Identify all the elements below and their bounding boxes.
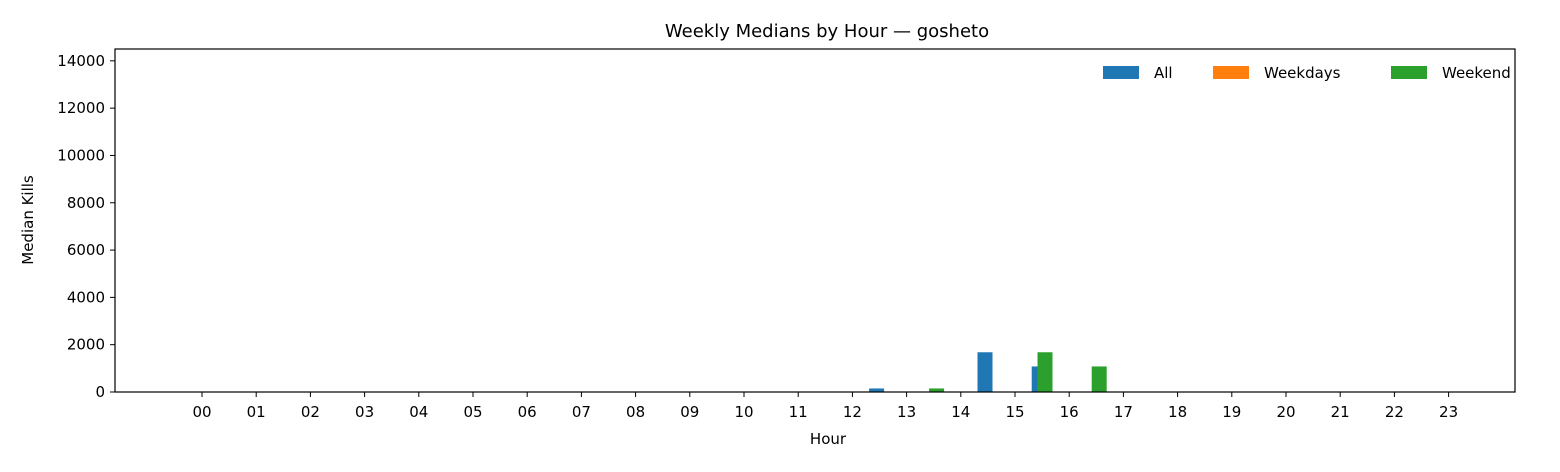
legend-swatch-weekend [1391, 66, 1427, 79]
y-tick-label: 4000 [67, 288, 105, 306]
plot-area [115, 49, 1515, 392]
legend: All Weekdays Weekend [1103, 64, 1511, 82]
legend-label-all: All [1154, 64, 1173, 82]
x-tick-label: 18 [1168, 403, 1187, 421]
x-tick-label: 02 [301, 403, 320, 421]
y-axis-ticks: 0 2000 4000 6000 8000 10000 12000 14000 [57, 52, 115, 401]
x-tick-label: 19 [1222, 403, 1241, 421]
plot-frame [114, 48, 1516, 393]
x-tick-label: 20 [1276, 403, 1295, 421]
x-tick-label: 10 [734, 403, 753, 421]
x-tick-label: 03 [355, 403, 374, 421]
y-axis-label: Median Kills [19, 175, 37, 265]
x-tick-label: 22 [1385, 403, 1404, 421]
x-axis-label: Hour [810, 430, 847, 448]
x-tick-label: 17 [1114, 403, 1133, 421]
x-tick-label: 07 [572, 403, 591, 421]
x-tick-label: 05 [463, 403, 482, 421]
x-tick-label: 06 [518, 403, 537, 421]
y-tick-label: 14000 [57, 52, 105, 70]
x-tick-label: 21 [1331, 403, 1350, 421]
legend-label-weekend: Weekend [1442, 64, 1511, 82]
bar-all-13 [869, 388, 885, 392]
y-tick-label: 8000 [67, 194, 105, 212]
x-tick-label: 00 [192, 403, 211, 421]
bar-weekend-16 [1091, 366, 1107, 392]
y-tick-label: 2000 [67, 336, 105, 354]
x-tick-label: 13 [897, 403, 916, 421]
y-tick-label: 12000 [57, 99, 105, 117]
legend-label-weekdays: Weekdays [1264, 64, 1341, 82]
x-tick-label: 04 [409, 403, 428, 421]
x-tick-label: 08 [626, 403, 645, 421]
x-tick-label: 01 [247, 403, 266, 421]
x-tick-label: 23 [1439, 403, 1458, 421]
y-tick-label: 10000 [57, 146, 105, 164]
x-axis-ticks: 00 01 02 03 04 05 06 07 08 09 10 11 12 13 14 15 16 17 18 19… [192, 392, 1458, 421]
bars-group [869, 352, 1107, 392]
y-tick-label: 0 [95, 383, 105, 401]
y-tick-label: 6000 [67, 241, 105, 259]
x-tick-label: 12 [843, 403, 862, 421]
x-tick-label: 11 [789, 403, 808, 421]
chart-title: Weekly Medians by Hour — gosheto [665, 21, 989, 42]
x-tick-label: 16 [1060, 403, 1079, 421]
x-tick-label: 15 [1005, 403, 1024, 421]
x-tick-label: 14 [951, 403, 970, 421]
bar-all-15 [977, 352, 993, 392]
x-tick-label: 09 [680, 403, 699, 421]
legend-swatch-weekdays [1213, 66, 1249, 79]
legend-swatch-all [1103, 66, 1139, 79]
bar-weekend-15 [1037, 352, 1053, 392]
bar-weekend-13 [929, 388, 945, 392]
